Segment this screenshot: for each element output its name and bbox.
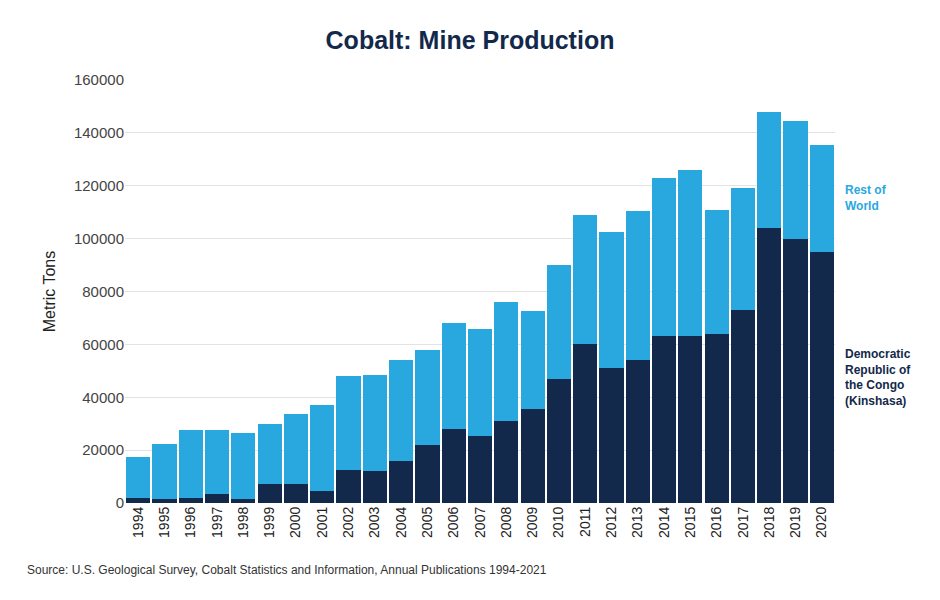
svg-text:2008: 2008 [498,507,514,538]
svg-text:Source: U.S. Geological Survey: Source: U.S. Geological Survey, Cobalt S… [27,563,547,577]
svg-text:2006: 2006 [445,507,461,538]
svg-text:160000: 160000 [74,71,124,88]
svg-text:120000: 120000 [74,177,124,194]
svg-text:DemocraticRepublic ofthe Congo: DemocraticRepublic ofthe Congo(Kinshasa) [845,347,911,408]
svg-text:1996: 1996 [182,507,198,538]
svg-text:2015: 2015 [682,507,698,538]
svg-text:2020: 2020 [813,507,829,538]
svg-text:2017: 2017 [735,507,751,538]
svg-text:60000: 60000 [82,336,124,353]
svg-text:2018: 2018 [761,507,777,538]
svg-text:Metric Tons: Metric Tons [41,251,58,333]
svg-text:2004: 2004 [393,507,409,538]
svg-text:1998: 1998 [235,507,251,538]
svg-text:140000: 140000 [74,124,124,141]
svg-text:100000: 100000 [74,230,124,247]
svg-text:2003: 2003 [366,507,382,538]
svg-text:1999: 1999 [261,507,277,538]
svg-text:2005: 2005 [419,507,435,538]
svg-text:0: 0 [116,494,124,511]
svg-text:2016: 2016 [708,507,724,538]
svg-text:2011: 2011 [577,507,593,537]
svg-text:Rest ofWorld: Rest ofWorld [845,183,887,213]
svg-text:80000: 80000 [82,283,124,300]
svg-text:2013: 2013 [629,507,645,538]
svg-text:2014: 2014 [656,507,672,538]
svg-text:2009: 2009 [524,507,540,538]
svg-text:2000: 2000 [287,507,303,538]
svg-text:1997: 1997 [209,507,225,538]
svg-text:20000: 20000 [82,441,124,458]
svg-text:2002: 2002 [340,507,356,538]
svg-text:2012: 2012 [603,507,619,538]
svg-text:2001: 2001 [314,507,330,538]
svg-text:2010: 2010 [550,507,566,538]
svg-text:2019: 2019 [787,507,803,538]
svg-text:1994: 1994 [130,507,146,538]
svg-text:Cobalt: Mine Production: Cobalt: Mine Production [326,26,615,54]
svg-text:2007: 2007 [472,507,488,538]
svg-text:1995: 1995 [156,507,172,538]
svg-text:40000: 40000 [82,389,124,406]
